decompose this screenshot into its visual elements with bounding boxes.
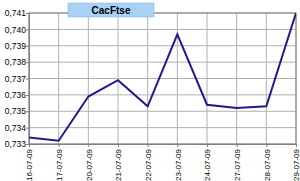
x-tick-label: 22-07-09	[144, 148, 153, 181]
x-tick-mark	[148, 144, 149, 147]
x-tick-mark	[207, 144, 208, 147]
x-tick-label: 29-07-09	[292, 148, 300, 181]
grid-line-x	[207, 13, 208, 144]
grid	[29, 13, 296, 144]
x-tick-mark	[266, 144, 267, 147]
grid-line-y	[29, 62, 296, 63]
x-tick-mark	[88, 144, 89, 147]
x-tick: 21-07-09	[114, 144, 123, 181]
y-tick-label: 0,736	[5, 90, 27, 100]
y-tick: 0,738	[5, 57, 29, 67]
chart: 0,733 0,734 0,735 0,736 0,737 0,738 0,739 0,740…	[0, 0, 300, 181]
grid-line-x	[236, 13, 237, 144]
x-axis-line	[30, 145, 297, 148]
y-tick: 0,735	[5, 106, 29, 116]
x-tick-label: 17-07-09	[55, 148, 64, 181]
y-tick-label: 0,735	[5, 106, 27, 116]
x-tick: 24-07-09	[203, 144, 212, 181]
y-axis: 0,733 0,734 0,735 0,736 0,737 0,738 0,739 0,740…	[5, 8, 30, 149]
y-tick-label: 0,741	[5, 8, 27, 18]
y-tick-label: 0,738	[5, 57, 27, 67]
x-tick-mark	[296, 144, 297, 147]
x-tick-label: 27-07-09	[233, 148, 242, 181]
grid-line-x	[118, 13, 119, 144]
x-tick-mark	[29, 144, 30, 147]
x-tick: 27-07-09	[233, 144, 242, 181]
y-tick-mark	[26, 111, 29, 112]
grid-line-y	[29, 78, 296, 79]
x-tick: 29-07-09	[292, 144, 300, 181]
grid-line-x	[88, 13, 89, 144]
grid-line-x	[147, 13, 148, 144]
x-tick: 23-07-09	[174, 144, 183, 181]
y-tick-label: 0,739	[5, 41, 27, 51]
y-tick-mark	[26, 62, 29, 63]
y-tick-label: 0,740	[5, 25, 27, 35]
y-tick-mark	[26, 128, 29, 129]
y-tick: 0,733	[5, 139, 29, 149]
y-tick-mark	[26, 13, 29, 14]
x-tick-label: 24-07-09	[203, 148, 212, 181]
x-tick: 28-07-09	[263, 144, 272, 181]
series-line	[29, 13, 296, 141]
y-tick-mark	[26, 95, 29, 96]
x-tick-mark	[59, 144, 60, 147]
y-tick: 0,736	[5, 90, 29, 100]
y-axis-line	[26, 14, 30, 145]
x-tick: 16-07-09	[25, 144, 34, 181]
y-tick: 0,741	[5, 8, 29, 18]
x-tick-mark	[237, 144, 238, 147]
grid-line-y	[29, 29, 296, 30]
y-tick: 0,739	[5, 41, 29, 51]
x-tick-mark	[177, 144, 178, 147]
x-tick-label: 16-07-09	[25, 148, 34, 181]
x-tick: 20-07-09	[85, 144, 94, 181]
x-tick-mark	[118, 144, 119, 147]
grid-line-y	[29, 111, 296, 112]
x-tick: 22-07-09	[144, 144, 153, 181]
y-tick: 0,734	[5, 123, 29, 133]
x-axis: 16-07-09 17-07-09 20-07-09 21-07-09 22-07-09…	[25, 144, 300, 181]
y-tick-mark	[26, 144, 29, 145]
y-tick: 0,737	[5, 74, 29, 84]
title: CacFtse	[92, 5, 131, 16]
grid-line-x	[58, 13, 59, 144]
y-tick: 0,740	[5, 25, 29, 35]
x-tick-label: 21-07-09	[114, 148, 123, 181]
y-tick-mark	[26, 46, 29, 47]
x-tick-label: 28-07-09	[263, 148, 272, 181]
y-tick-mark	[26, 79, 29, 80]
y-tick-label: 0,737	[5, 74, 27, 84]
plot-frame	[29, 13, 296, 144]
title-box: CacFtse	[68, 3, 154, 17]
title-background	[68, 3, 154, 17]
plot: 0,733 0,734 0,735 0,736 0,737 0,738 0,739 0,740…	[5, 8, 300, 181]
grid-line-y	[29, 94, 296, 95]
x-tick: 17-07-09	[55, 144, 64, 181]
x-tick-label: 20-07-09	[85, 148, 94, 181]
x-tick-label: 23-07-09	[174, 148, 183, 181]
y-tick-mark	[26, 29, 29, 30]
y-tick-label: 0,733	[5, 139, 27, 149]
series-group	[29, 13, 296, 141]
y-tick-label: 0,734	[5, 123, 27, 133]
grid-line-x	[266, 13, 267, 144]
grid-line-y	[29, 127, 296, 128]
grid-line-y	[29, 45, 296, 46]
